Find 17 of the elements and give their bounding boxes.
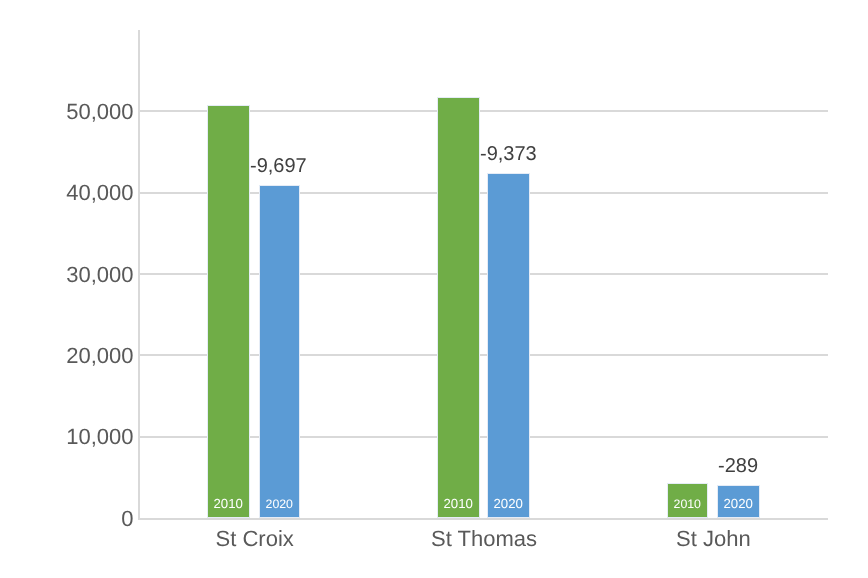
x-tick-label: St Thomas [431, 528, 538, 553]
x-tick-label: St Croix [215, 528, 295, 553]
annotation: -9,697 [250, 156, 308, 178]
y-tick-label: 30,000 [66, 263, 134, 288]
bar [207, 105, 250, 518]
y-tick-label: 20,000 [66, 345, 134, 370]
y-tick-label: 40,000 [66, 182, 134, 207]
annotation: -9,373 [480, 144, 538, 166]
bar [259, 185, 300, 518]
x-tick-label: St John [676, 528, 751, 553]
y-tick-label: 50,000 [66, 101, 134, 126]
annotation: -289 [718, 456, 759, 478]
y-tick-label: 10,000 [66, 426, 134, 451]
bar [437, 97, 480, 518]
bar [667, 483, 708, 518]
y-tick-label: 0 [121, 507, 134, 532]
bar [487, 173, 530, 518]
